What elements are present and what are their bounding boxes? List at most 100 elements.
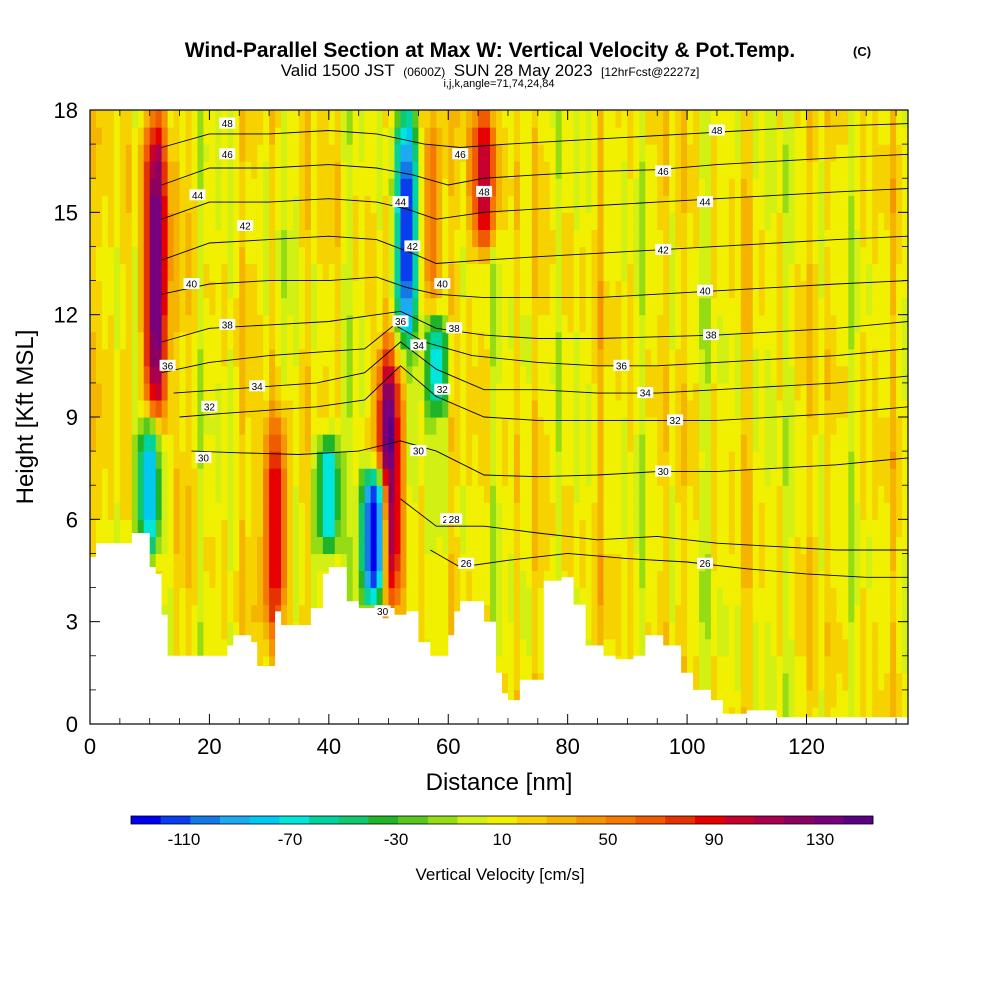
w-cell: [573, 399, 581, 418]
w-cell: [197, 382, 205, 401]
w-cell: [806, 144, 814, 162]
w-cell: [902, 536, 908, 555]
theta-contour-44: [161, 188, 908, 220]
w-cell: [316, 178, 324, 196]
w-cell: [615, 161, 622, 179]
w-cell: [382, 144, 390, 162]
w-cell: [633, 348, 640, 367]
w-cell: [364, 161, 372, 179]
w-cell: [466, 399, 473, 418]
w-cell: [179, 195, 187, 213]
w-cell: [275, 417, 282, 435]
indices-line: i,j,k,angle=71,74,24,84: [443, 78, 554, 90]
w-cell: [513, 280, 521, 299]
w-cell: [316, 399, 324, 418]
w-cell: [824, 263, 831, 282]
w-cell: [269, 399, 276, 418]
w-cell: [597, 519, 605, 537]
w-cell: [830, 280, 837, 299]
w-cell: [406, 434, 414, 452]
w-cell: [902, 161, 908, 179]
w-cell: [722, 280, 730, 299]
w-cell: [442, 451, 449, 469]
w-cell: [603, 348, 611, 367]
w-cell: [221, 229, 228, 248]
w-cell: [704, 604, 712, 623]
w-cell: [872, 280, 879, 299]
w-cell: [239, 331, 246, 350]
w-cell: [740, 331, 748, 350]
w-cell: [734, 382, 742, 401]
w-cell: [334, 365, 342, 384]
w-cell: [794, 144, 802, 162]
w-cell: [776, 212, 784, 230]
w-cell: [609, 365, 617, 384]
w-cell: [352, 519, 360, 537]
w-cell: [239, 434, 246, 452]
w-cell: [854, 280, 861, 299]
w-cell: [537, 382, 545, 401]
w-cell: [848, 195, 855, 213]
w-cell: [137, 519, 145, 537]
w-cell: [549, 365, 557, 384]
w-cell: [872, 229, 879, 248]
w-cell: [884, 331, 891, 350]
w-cell: [257, 638, 264, 657]
w-cell: [740, 502, 748, 520]
w-cell: [896, 621, 903, 640]
w-cell: [340, 110, 348, 128]
w-cell: [794, 485, 802, 503]
w-cell: [304, 553, 312, 572]
w-cell: [304, 246, 312, 265]
w-cell: [430, 587, 437, 606]
w-cell: [209, 365, 216, 384]
w-cell: [448, 280, 455, 299]
w-cell: [806, 161, 814, 179]
w-cell: [782, 638, 790, 657]
w-cell: [716, 229, 724, 248]
w-cell: [448, 110, 455, 128]
w-cell: [788, 365, 796, 384]
w-cell: [430, 451, 437, 469]
w-cell: [269, 229, 276, 248]
w-cell: [645, 519, 652, 537]
w-cell: [322, 246, 330, 265]
w-cell: [543, 382, 551, 401]
w-cell: [149, 195, 157, 213]
w-cell: [681, 110, 688, 128]
w-cell: [687, 229, 694, 248]
w-cell: [519, 331, 527, 350]
w-cell: [454, 399, 461, 418]
w-cell: [507, 519, 515, 537]
w-cell: [209, 519, 216, 537]
w-cell: [752, 144, 760, 162]
w-cell: [746, 519, 754, 537]
w-cell: [639, 348, 646, 367]
w-cell: [782, 212, 790, 230]
w-cell: [406, 485, 414, 503]
w-cell: [251, 110, 258, 128]
w-cell: [525, 570, 533, 589]
w-cell: [890, 297, 897, 316]
w-cell: [675, 110, 682, 128]
w-cell: [770, 655, 778, 674]
w-cell: [269, 348, 276, 367]
w-cell: [896, 706, 903, 724]
w-cell: [346, 382, 354, 401]
w-cell: [257, 655, 264, 674]
w-cell: [424, 178, 431, 196]
w-cell: [818, 621, 826, 640]
w-cell: [334, 331, 342, 350]
w-cell: [131, 468, 139, 486]
w-cell: [710, 689, 718, 708]
w-cell: [197, 536, 205, 555]
w-cell: [436, 485, 443, 503]
theta-contour-42: [161, 235, 908, 264]
w-cell: [507, 655, 515, 674]
w-cell: [298, 229, 306, 248]
w-cell: [293, 161, 300, 179]
w-cell: [896, 672, 903, 691]
w-cell: [334, 468, 342, 486]
w-cell: [257, 519, 264, 537]
w-cell: [275, 110, 282, 128]
